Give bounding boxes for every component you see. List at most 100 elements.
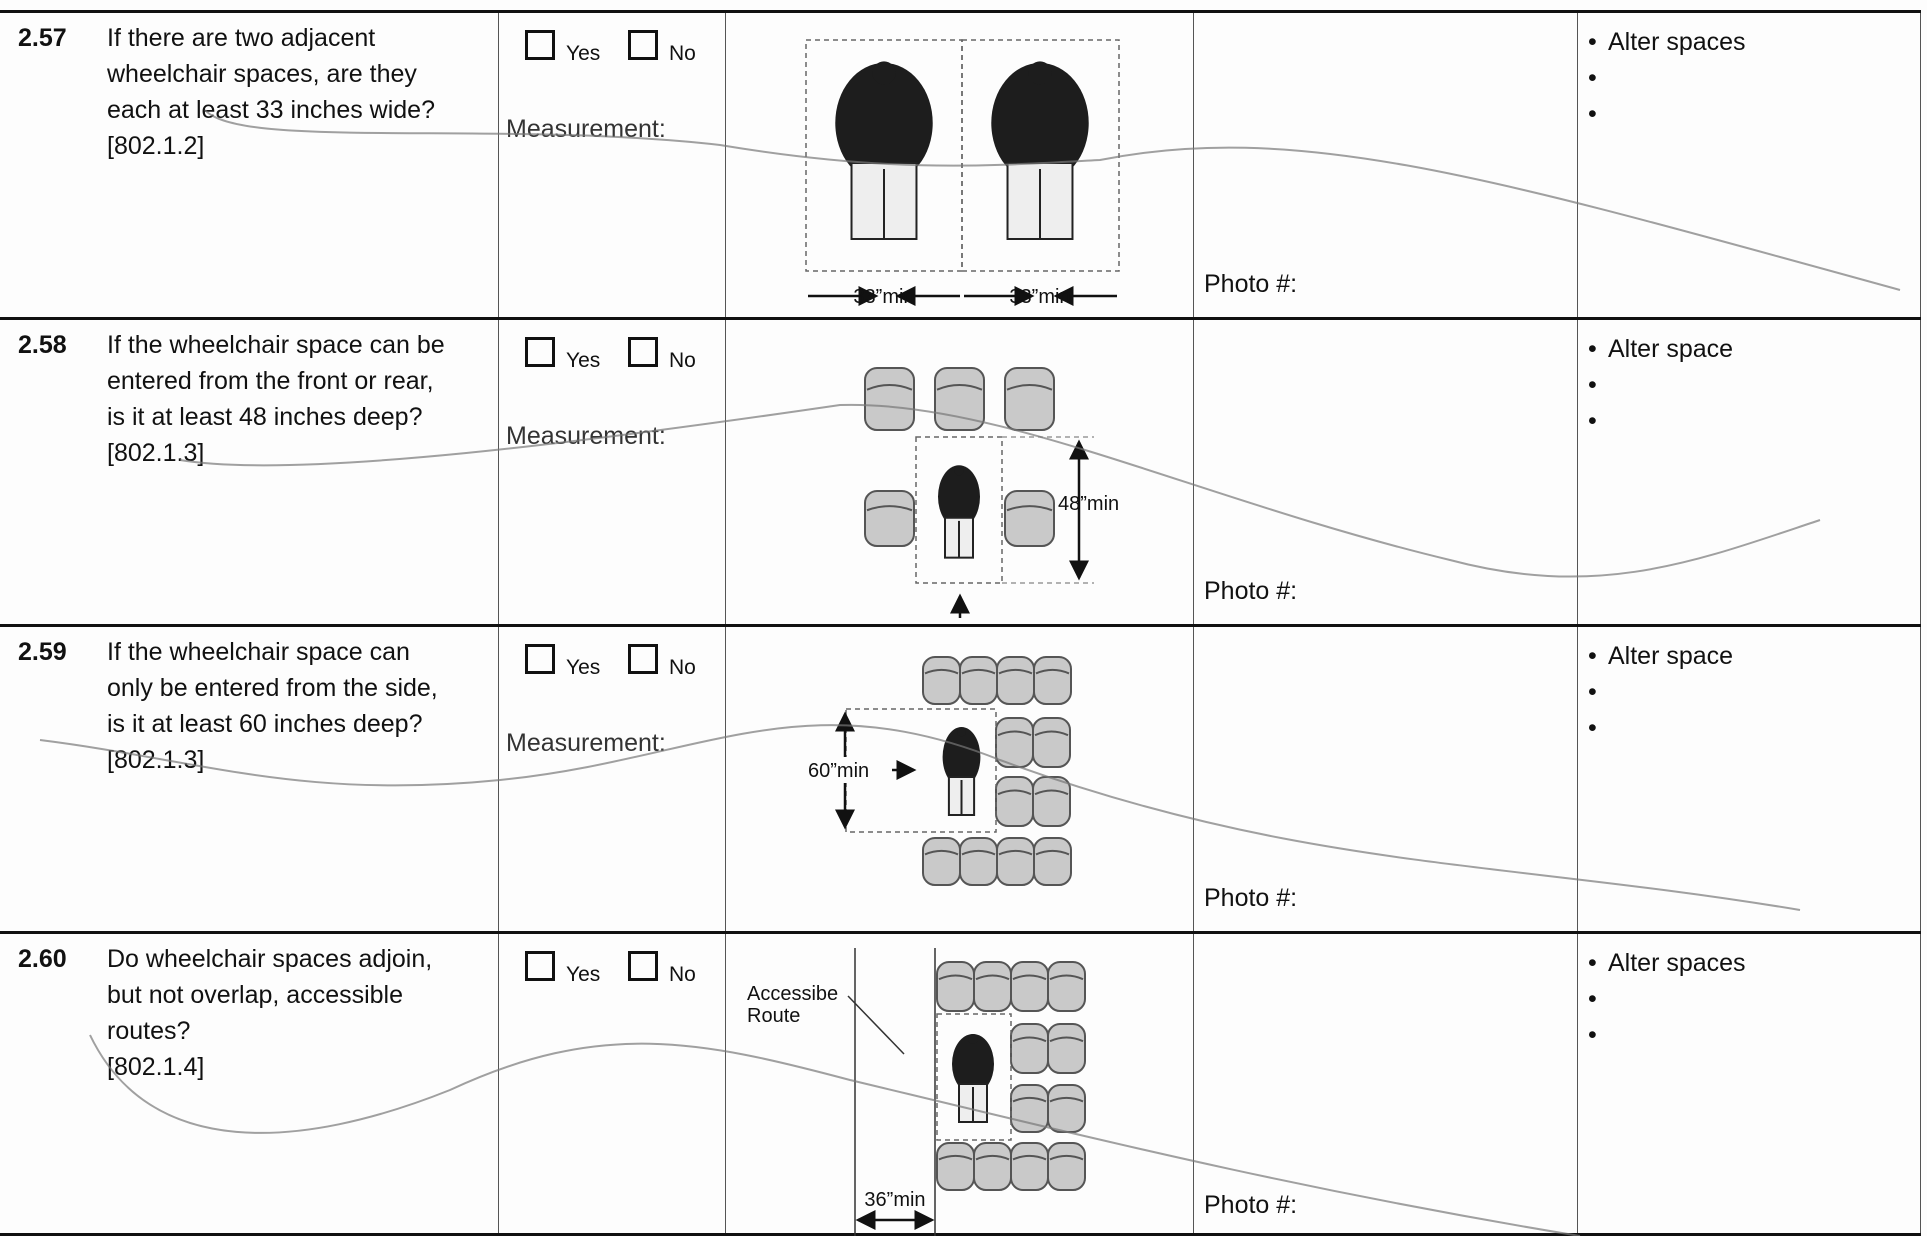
wheelchair-user xyxy=(954,465,964,476)
seat xyxy=(973,1142,1012,1191)
question-line: [802.1.3] xyxy=(107,746,205,774)
figure: 60”min xyxy=(804,656,1072,886)
checkbox-label: No xyxy=(669,656,696,679)
item-number: 2.57 xyxy=(18,24,67,52)
seat xyxy=(1047,1084,1086,1133)
seat-back xyxy=(1006,384,1053,391)
action-text: Alter space xyxy=(1608,642,1734,670)
checkbox xyxy=(628,644,658,674)
figure-label: 48”min xyxy=(1058,493,1119,515)
seat xyxy=(1010,1142,1049,1191)
question-line: only be entered from the side, xyxy=(107,674,438,702)
figure: 48”min xyxy=(864,367,1119,618)
seat xyxy=(1004,490,1055,547)
row-divider xyxy=(0,931,1921,934)
seat xyxy=(934,367,985,431)
seat-back xyxy=(998,668,1033,675)
seat xyxy=(1047,961,1086,1012)
bullet: • xyxy=(1588,949,1597,977)
seat-back xyxy=(866,384,913,391)
seat-back xyxy=(1012,974,1047,981)
checkbox-label: No xyxy=(669,42,696,65)
bullet: • xyxy=(1588,100,1597,128)
figure-label: 36”min xyxy=(864,1189,925,1211)
bullet: • xyxy=(1588,678,1597,706)
checkbox xyxy=(628,951,658,981)
checkbox xyxy=(525,644,555,674)
figure-label: Route xyxy=(747,1005,800,1027)
checkbox-label: Yes xyxy=(566,656,601,679)
seat xyxy=(1032,776,1071,827)
bullet: • xyxy=(1588,714,1597,742)
seat xyxy=(995,717,1034,768)
question-line: but not overlap, accessible xyxy=(107,981,404,1009)
question-line: [802.1.2] xyxy=(107,132,205,160)
column-divider xyxy=(1193,10,1194,1236)
seat xyxy=(996,837,1035,886)
seat xyxy=(864,490,915,547)
seat xyxy=(1033,656,1072,705)
column-divider xyxy=(1920,10,1921,1236)
question-line: If the wheelchair space can xyxy=(107,638,410,666)
seat xyxy=(1004,367,1055,431)
seat xyxy=(864,367,915,431)
row-divider xyxy=(0,10,1921,13)
seat-back xyxy=(938,974,973,981)
seat xyxy=(936,961,975,1012)
question-line: [802.1.4] xyxy=(107,1053,205,1081)
figure: 33”min 33”min xyxy=(805,39,1120,308)
photo-label: Photo #: xyxy=(1204,1191,1298,1219)
seat-back xyxy=(975,974,1010,981)
column-divider xyxy=(498,10,499,1236)
seat-back xyxy=(936,384,983,391)
question-line: wheelchair spaces, are they xyxy=(107,60,417,88)
checkbox xyxy=(628,30,658,60)
seat xyxy=(1010,1023,1049,1074)
checkbox xyxy=(628,337,658,367)
wheelchair-user xyxy=(968,1034,978,1044)
seat xyxy=(922,837,961,886)
checkbox-label: No xyxy=(669,963,696,986)
checkbox xyxy=(525,951,555,981)
question-line: If there are two adjacent xyxy=(107,24,376,52)
seat xyxy=(995,776,1034,827)
bullet: • xyxy=(1588,642,1597,670)
photo-label: Photo #: xyxy=(1204,577,1298,605)
seat xyxy=(1032,717,1071,768)
wheelchair-user xyxy=(872,61,896,85)
wheelchair-user xyxy=(1028,61,1052,85)
action-text: Alter spaces xyxy=(1608,28,1746,56)
bullet: • xyxy=(1588,64,1597,92)
seat-back xyxy=(1035,668,1070,675)
checkbox-label: Yes xyxy=(566,42,601,65)
bullet: • xyxy=(1588,1021,1597,1049)
row-divider xyxy=(0,317,1921,320)
seat xyxy=(959,837,998,886)
column-divider xyxy=(1577,10,1578,1236)
checkbox-label: Yes xyxy=(566,349,601,372)
measurement-label: Measurement: xyxy=(506,115,666,143)
question-line: Do wheelchair spaces adjoin, xyxy=(107,945,433,973)
question-line: [802.1.3] xyxy=(107,439,205,467)
seat xyxy=(922,656,961,705)
figure-label: 60”min xyxy=(808,760,869,782)
checkbox-label: Yes xyxy=(566,963,601,986)
question-line: routes? xyxy=(107,1017,191,1045)
bullet: • xyxy=(1588,28,1597,56)
bullet: • xyxy=(1588,335,1597,363)
seat xyxy=(1047,1142,1086,1191)
measurement-label: Measurement: xyxy=(506,422,666,450)
item-number: 2.58 xyxy=(18,331,67,359)
bullet: • xyxy=(1588,407,1597,435)
action-text: Alter space xyxy=(1608,335,1734,363)
column-divider xyxy=(725,10,726,1236)
figure-label: Accessibe xyxy=(747,983,838,1005)
item-number: 2.60 xyxy=(18,945,67,973)
seat xyxy=(1047,1023,1086,1074)
seat xyxy=(996,656,1035,705)
question-line: If the wheelchair space can be xyxy=(107,331,445,359)
photo-label: Photo #: xyxy=(1204,270,1298,298)
leader-line xyxy=(847,995,905,1055)
